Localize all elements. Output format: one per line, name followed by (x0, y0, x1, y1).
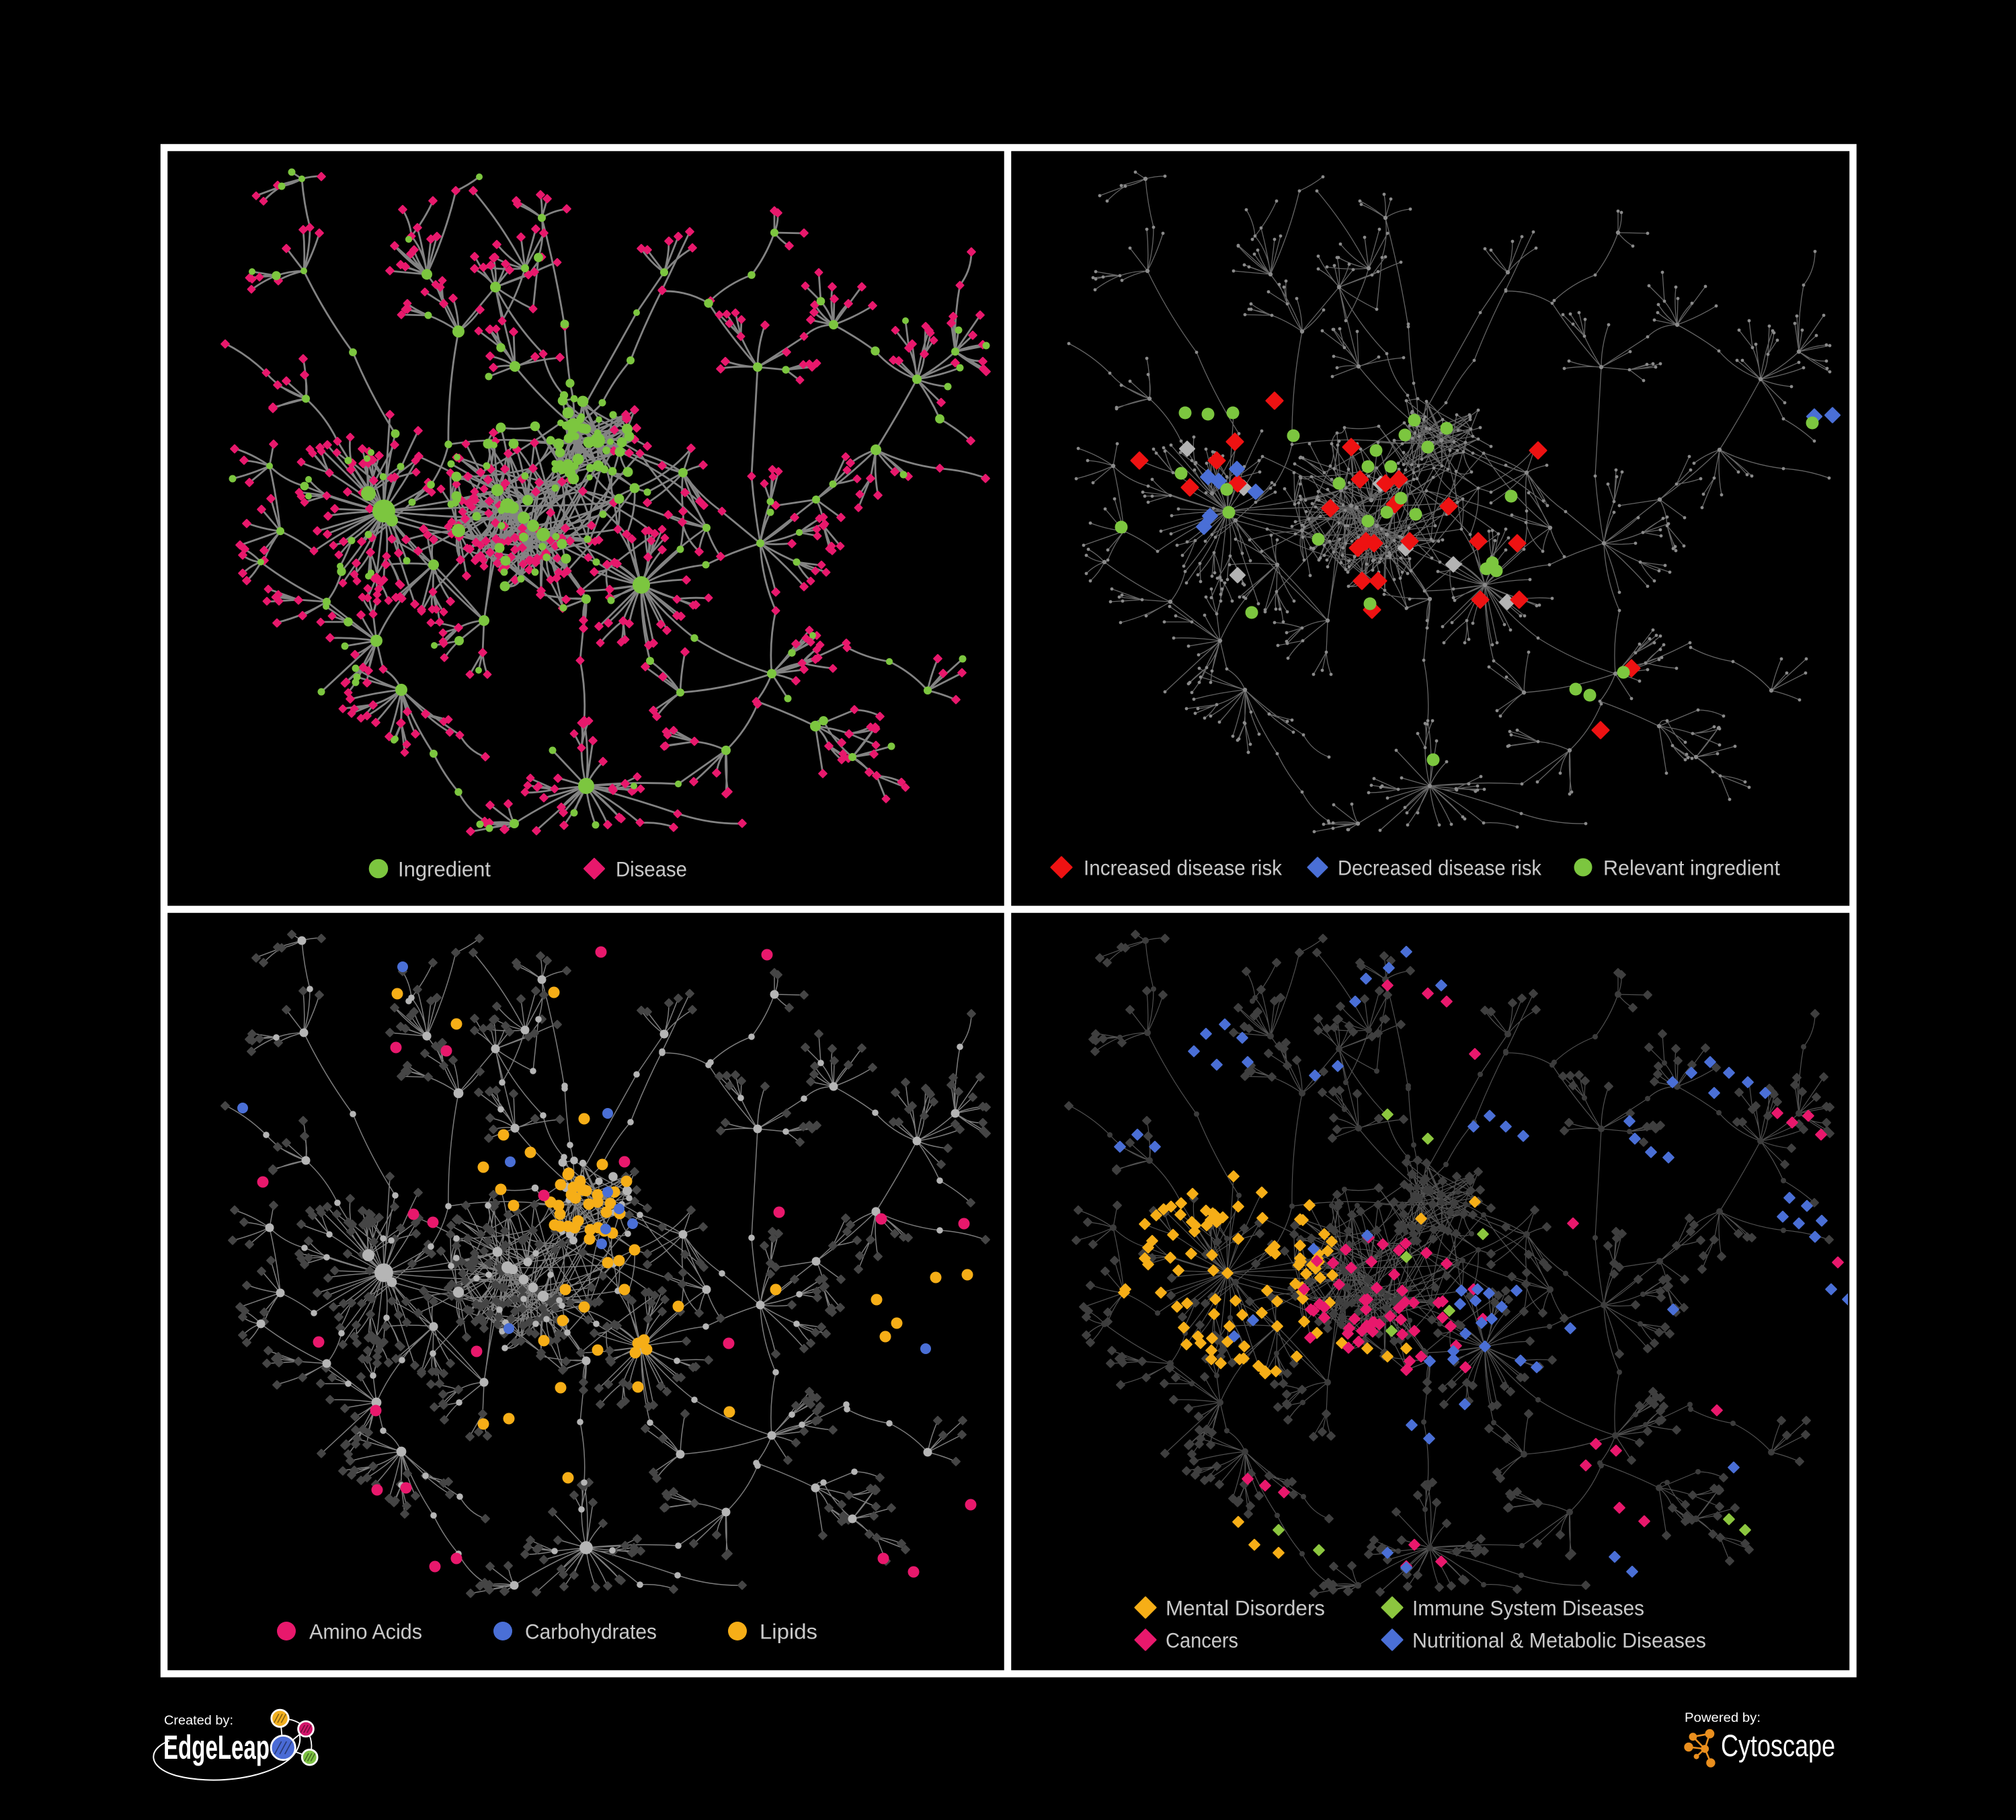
svg-text:Powered by:: Powered by: (1685, 1711, 1761, 1725)
svg-text:Created by:: Created by: (164, 1714, 233, 1728)
svg-text:Disease: Disease (616, 857, 687, 881)
svg-text:Cancers: Cancers (1166, 1628, 1238, 1653)
svg-text:EdgeLeap: EdgeLeap (163, 1729, 270, 1766)
svg-text:Immune System Diseases: Immune System Diseases (1412, 1596, 1644, 1620)
svg-text:Decreased disease risk: Decreased disease risk (1338, 856, 1541, 880)
svg-text:Cytoscape: Cytoscape (1721, 1729, 1835, 1763)
svg-text:Nutritional & Metabolic Diseas: Nutritional & Metabolic Diseases (1412, 1628, 1706, 1653)
svg-text:Relevant ingredient: Relevant ingredient (1603, 856, 1780, 880)
svg-text:Amino Acids: Amino Acids (309, 1620, 422, 1644)
svg-text:Ingredient: Ingredient (398, 857, 491, 881)
svg-text:Carbohydrates: Carbohydrates (525, 1620, 657, 1644)
svg-text:Increased disease risk: Increased disease risk (1084, 856, 1282, 880)
svg-text:Mental Disorders: Mental Disorders (1166, 1596, 1325, 1620)
svg-text:Lipids: Lipids (760, 1620, 817, 1644)
